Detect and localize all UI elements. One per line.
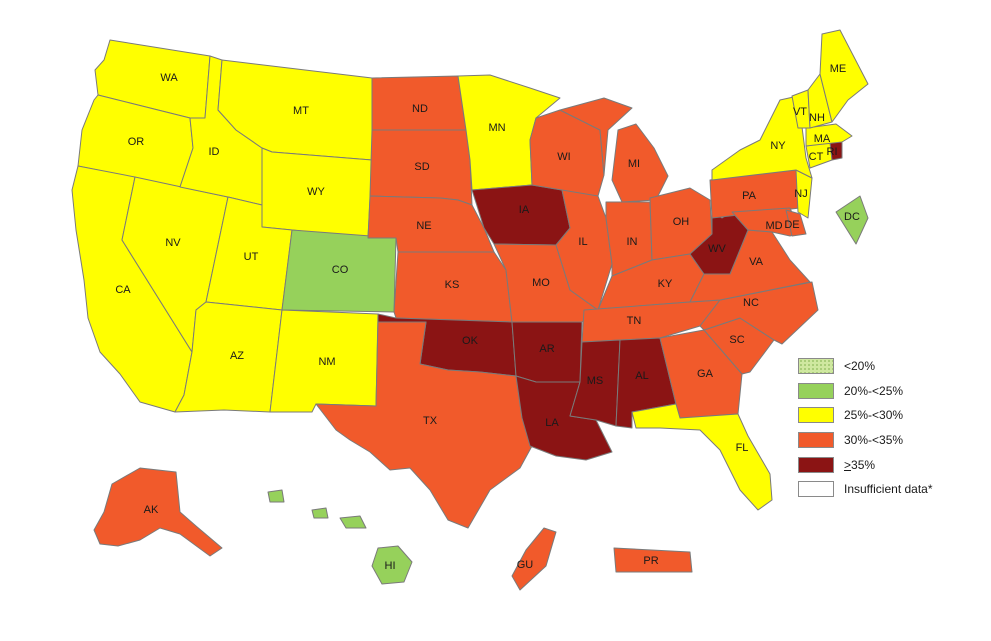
label-wa: WA [160, 72, 178, 84]
label-wv: WV [708, 243, 726, 255]
label-mi: MI [628, 158, 640, 170]
state-de[interactable] [785, 209, 807, 237]
label-in: IN [627, 236, 638, 248]
label-la: LA [545, 417, 559, 429]
label-hi: HI [385, 560, 396, 572]
legend-label: Insufficient data* [844, 482, 933, 497]
label-tn: TN [627, 315, 642, 327]
ge35-value: 35% [851, 457, 876, 472]
state-tx[interactable] [315, 321, 533, 529]
state-hi-oahu[interactable] [311, 507, 329, 519]
label-ia: IA [519, 204, 530, 216]
state-dc[interactable] [835, 195, 869, 245]
label-nh: NH [809, 112, 825, 124]
label-md: MD [765, 220, 782, 232]
state-hi-maui[interactable] [339, 515, 367, 529]
legend-item-lt20: <20% [798, 354, 988, 379]
state-ma[interactable] [805, 123, 853, 147]
legend-item-ge35: >35% [798, 452, 988, 477]
label-nj: NJ [794, 188, 807, 200]
legend-item-insufficient: Insufficient data* [798, 477, 988, 502]
legend-label: 30%-<35% [844, 433, 904, 448]
label-ct: CT [809, 151, 824, 163]
label-ms: MS [587, 375, 604, 387]
label-dc: DC [844, 211, 860, 223]
label-mt: MT [293, 105, 309, 117]
label-az: AZ [230, 350, 244, 362]
legend-item-25-30: 25%-<30% [798, 403, 988, 428]
label-al: AL [635, 370, 648, 382]
label-wy: WY [307, 186, 325, 198]
label-co: CO [332, 264, 349, 276]
legend-label: >35% [844, 458, 875, 472]
state-hi-kauai[interactable] [267, 489, 285, 503]
label-nc: NC [743, 297, 759, 309]
state-ak[interactable] [93, 467, 223, 557]
label-fl: FL [736, 442, 749, 454]
label-ak: AK [144, 504, 159, 516]
label-ok: OK [462, 335, 479, 347]
label-wi: WI [557, 151, 570, 163]
label-oh: OH [673, 216, 690, 228]
state-md[interactable] [731, 207, 801, 237]
legend-item-20-25: 20%-<25% [798, 379, 988, 404]
state-mi-lower[interactable] [611, 123, 669, 203]
label-nv: NV [165, 237, 181, 249]
legend-label: 25%-<30% [844, 408, 904, 423]
label-sc: SC [729, 334, 744, 346]
label-ny: NY [770, 140, 786, 152]
legend-swatch [798, 432, 834, 449]
label-il: IL [578, 236, 587, 248]
label-or: OR [128, 136, 145, 148]
label-vt: VT [793, 106, 807, 118]
legend-swatch [798, 456, 834, 473]
state-ne[interactable] [367, 195, 495, 253]
state-me[interactable] [819, 29, 869, 123]
label-ca: CA [115, 284, 131, 296]
label-tx: TX [423, 415, 438, 427]
label-sd: SD [414, 161, 429, 173]
label-id: ID [209, 146, 220, 158]
legend: <20% 20%-<25% 25%-<30% 30%-<35% >35% Ins… [798, 354, 988, 502]
label-ky: KY [658, 278, 673, 290]
state-mi[interactable] [559, 97, 633, 176]
legend-swatch [798, 407, 834, 424]
state-pr[interactable] [613, 547, 693, 573]
legend-label: <20% [844, 359, 876, 374]
label-me: ME [830, 63, 847, 75]
label-nd: ND [412, 103, 428, 115]
label-nm: NM [318, 356, 335, 368]
state-hi[interactable] [371, 545, 413, 585]
label-ne: NE [416, 220, 431, 232]
legend-swatch [798, 382, 834, 399]
state-labels: WA OR CA NV ID MT WY UT AZ CO NM ND SD N… [115, 63, 860, 572]
label-va: VA [749, 256, 764, 268]
label-mn: MN [488, 122, 505, 134]
label-ri: RI [827, 146, 838, 158]
legend-item-30-35: 30%-<35% [798, 428, 988, 453]
label-pa: PA [742, 190, 757, 202]
label-ga: GA [697, 368, 714, 380]
label-pr: PR [643, 555, 658, 567]
label-mo: MO [532, 277, 550, 289]
ge-symbol: > [844, 457, 852, 472]
label-ma: MA [814, 133, 831, 145]
legend-swatch [798, 481, 834, 498]
label-de: DE [784, 219, 799, 231]
label-ks: KS [445, 279, 460, 291]
legend-label: 20%-<25% [844, 383, 904, 398]
label-gu: GU [517, 559, 534, 571]
state-gu[interactable] [511, 527, 557, 591]
state-fl[interactable] [631, 403, 773, 511]
label-ar: AR [539, 343, 554, 355]
label-ut: UT [244, 251, 259, 263]
state-la[interactable] [515, 375, 613, 461]
legend-swatch [798, 358, 834, 375]
